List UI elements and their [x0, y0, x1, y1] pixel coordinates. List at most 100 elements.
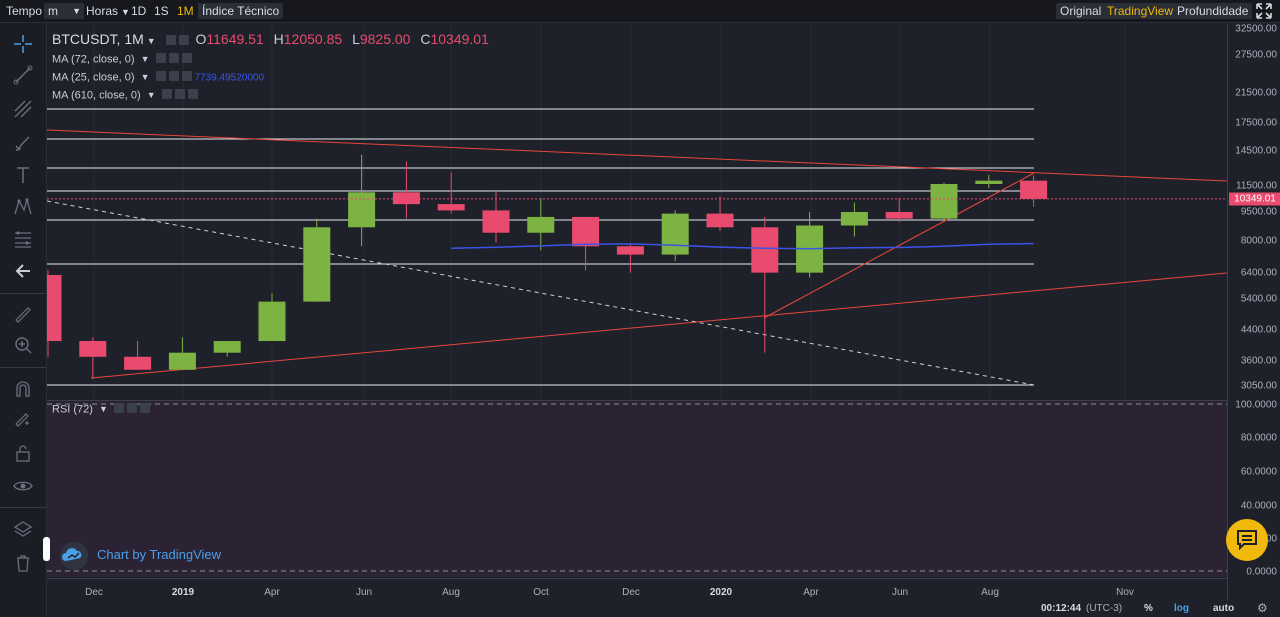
interval-1s-button[interactable]: 1S: [154, 4, 169, 18]
ma610-legend[interactable]: MA (610, close, 0) ▼: [52, 89, 201, 102]
interval-1d-button[interactable]: 1D: [131, 4, 147, 18]
close-value: 10349.01: [430, 31, 489, 47]
fib-retracement-icon[interactable]: [11, 227, 35, 251]
gear-icon[interactable]: [174, 89, 185, 99]
magnet-icon[interactable]: [11, 377, 35, 401]
candles: [47, 154, 1048, 380]
symbol-label[interactable]: BTCUSDT, 1M: [52, 31, 144, 47]
price-tick-label: 32500.00: [1235, 23, 1277, 35]
close-icon[interactable]: [187, 89, 198, 99]
rising-trend-line[interactable]: [763, 172, 1035, 319]
eye-icon[interactable]: [155, 53, 166, 63]
interval-select[interactable]: m ▼: [44, 3, 84, 19]
percent-toggle[interactable]: %: [1144, 603, 1153, 614]
rsi-pane[interactable]: [47, 401, 1227, 577]
lock-drawing-icon[interactable]: [11, 407, 35, 431]
fullscreen-icon[interactable]: [1252, 3, 1276, 19]
candle-body: [527, 216, 555, 233]
gear-icon[interactable]: [168, 53, 179, 63]
price-chart[interactable]: [47, 23, 1227, 400]
symbol-actions[interactable]: [165, 32, 192, 48]
pitchfork-icon[interactable]: [11, 97, 35, 121]
rsi-actions[interactable]: [113, 403, 153, 416]
ma25-actions[interactable]: [155, 71, 195, 84]
pattern-icon[interactable]: [11, 195, 35, 219]
chevron-down-icon: ▼: [121, 7, 130, 17]
price-tick-label: 6400.00: [1240, 267, 1277, 279]
time-tick-label: Jun: [891, 587, 909, 598]
horizontal-lines: [47, 108, 1034, 386]
crosshair-icon[interactable]: [11, 32, 35, 56]
support-trend-line[interactable]: [90, 272, 1227, 379]
close-icon[interactable]: [139, 403, 150, 413]
eye-icon[interactable]: [155, 71, 166, 81]
chart-legend: BTCUSDT, 1M ▼ O11649.51 H12050.85 L9825.0…: [52, 31, 489, 48]
price-tick-label: 17500.00: [1235, 117, 1277, 129]
rsi-tick-label: 60.0000: [1240, 466, 1277, 478]
layers-icon[interactable]: [11, 517, 35, 541]
high-value: 12050.85: [283, 31, 343, 47]
chevron-down-icon[interactable]: ▼: [140, 54, 150, 65]
close-icon[interactable]: [181, 71, 192, 81]
zoom-in-icon[interactable]: [11, 333, 35, 357]
chevron-down-icon[interactable]: ▼: [140, 72, 150, 83]
tradingview-watermark[interactable]: Chart by TradingView: [60, 542, 230, 570]
close-icon[interactable]: [181, 53, 192, 63]
resistance-trend-line[interactable]: [47, 129, 1227, 182]
horas-select[interactable]: Horas ▼: [82, 3, 134, 19]
timezone[interactable]: (UTC-3): [1086, 603, 1123, 614]
candle-body: [975, 180, 1003, 185]
high-label: H: [273, 31, 284, 47]
ma72-label: MA (72, close, 0): [52, 53, 135, 66]
eye-icon[interactable]: [113, 403, 124, 413]
ruler-icon[interactable]: [11, 303, 35, 327]
chevron-down-icon[interactable]: ▼: [99, 404, 108, 415]
candle-body: [124, 356, 152, 370]
brush-icon[interactable]: [11, 131, 35, 155]
log-toggle[interactable]: log: [1174, 603, 1189, 614]
price-tick-label: 11500.00: [1236, 180, 1277, 192]
pane-scroll-handle[interactable]: [43, 537, 50, 561]
toolbar-divider: [0, 293, 46, 294]
chat-button[interactable]: [1226, 519, 1268, 561]
gear-icon[interactable]: [168, 71, 179, 81]
ma72-legend[interactable]: MA (72, close, 0) ▼: [52, 53, 195, 66]
trend-line-icon[interactable]: [11, 63, 35, 87]
settings-icon[interactable]: [165, 35, 176, 46]
auto-toggle[interactable]: auto: [1213, 603, 1235, 614]
candle-body: [348, 192, 376, 228]
ma25-legend[interactable]: MA (25, close, 0) ▼ 7739.49520000: [52, 71, 264, 84]
candle-body: [213, 341, 241, 353]
ma610-actions[interactable]: [161, 89, 201, 102]
candle-body: [706, 213, 734, 228]
price-axis[interactable]: 32500.00 27500.00 21500.00 17500.00 14500.00…: [1227, 23, 1280, 601]
view-original-button[interactable]: Original: [1056, 3, 1106, 19]
time-tick-label: Aug: [981, 587, 999, 598]
trash-icon[interactable]: [11, 551, 35, 575]
chevron-down-icon[interactable]: ▼: [146, 90, 156, 101]
rsi-tick-label: 80.0000: [1240, 432, 1277, 444]
chevron-down-icon[interactable]: ▼: [146, 36, 156, 46]
gear-icon[interactable]: [178, 35, 189, 46]
view-tradingview-button[interactable]: TradingView: [1103, 3, 1178, 19]
eye-icon[interactable]: [161, 89, 172, 99]
unlock-icon[interactable]: [11, 441, 35, 465]
low-value: 9825.00: [359, 31, 411, 47]
interval-1m-button[interactable]: 1M: [177, 4, 194, 18]
arrow-left-icon[interactable]: [11, 259, 35, 283]
eye-icon[interactable]: [11, 474, 35, 498]
candle-body: [930, 184, 958, 219]
rsi-legend[interactable]: RSI (72) ▼: [52, 403, 153, 416]
watermark-text: Chart by TradingView: [97, 547, 222, 562]
settings-icon[interactable]: ⚙: [1257, 601, 1268, 615]
text-tool-icon[interactable]: [11, 163, 35, 187]
candle-body: [751, 227, 779, 273]
candle-body: [616, 246, 644, 255]
indicators-button[interactable]: Índice Técnico: [198, 3, 284, 19]
gear-icon[interactable]: [126, 403, 137, 413]
time-axis[interactable]: Dec 2019 Apr Jun Aug Oct Dec 2020 Apr Jun Aug Nov: [47, 578, 1227, 602]
rsi-tick-label: 0.0000: [1246, 566, 1277, 578]
view-depth-button[interactable]: Profundidade: [1173, 3, 1253, 19]
time-tick-label: Nov: [1116, 587, 1134, 598]
ma72-actions[interactable]: [155, 53, 195, 66]
